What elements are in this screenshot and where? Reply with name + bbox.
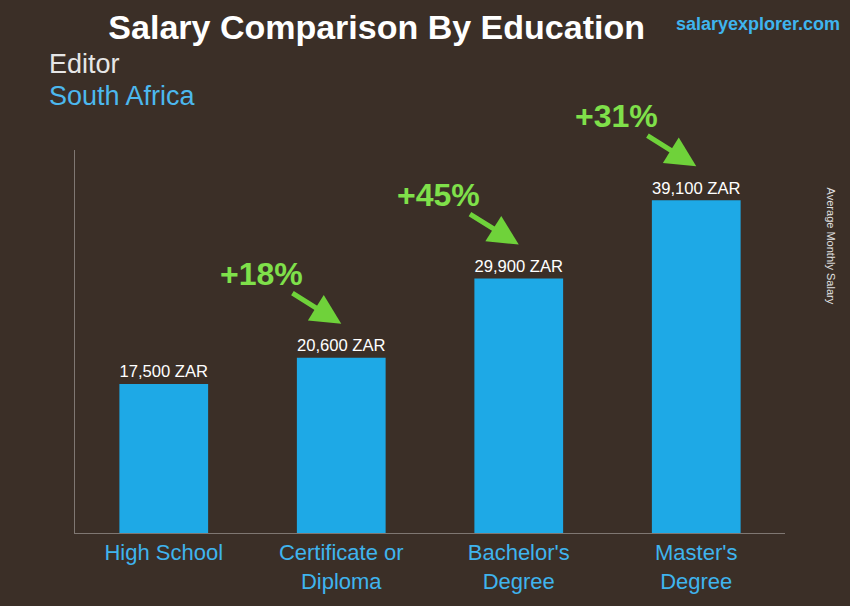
svg-text:+31%: +31%	[575, 98, 658, 134]
svg-text:Average Monthly Salary: Average Monthly Salary	[825, 188, 837, 305]
svg-text:High School: High School	[104, 540, 223, 565]
svg-text:17,500 ZAR: 17,500 ZAR	[119, 362, 208, 381]
svg-text:salaryexplorer.com: salaryexplorer.com	[676, 14, 840, 34]
svg-text:Master'sDegree: Master'sDegree	[655, 540, 737, 594]
svg-text:South Africa: South Africa	[49, 81, 196, 111]
svg-text:Certificate orDiploma: Certificate orDiploma	[279, 540, 404, 594]
svg-text:29,900 ZAR: 29,900 ZAR	[474, 257, 563, 276]
svg-text:+45%: +45%	[397, 177, 480, 213]
svg-text:Salary Comparison By Education: Salary Comparison By Education	[108, 8, 645, 46]
svg-text:20,600 ZAR: 20,600 ZAR	[297, 336, 386, 355]
svg-text:39,100 ZAR: 39,100 ZAR	[652, 179, 741, 198]
svg-text:+18%: +18%	[220, 256, 303, 292]
svg-text:Bachelor'sDegree: Bachelor'sDegree	[468, 540, 570, 594]
svg-text:Editor: Editor	[49, 49, 120, 79]
